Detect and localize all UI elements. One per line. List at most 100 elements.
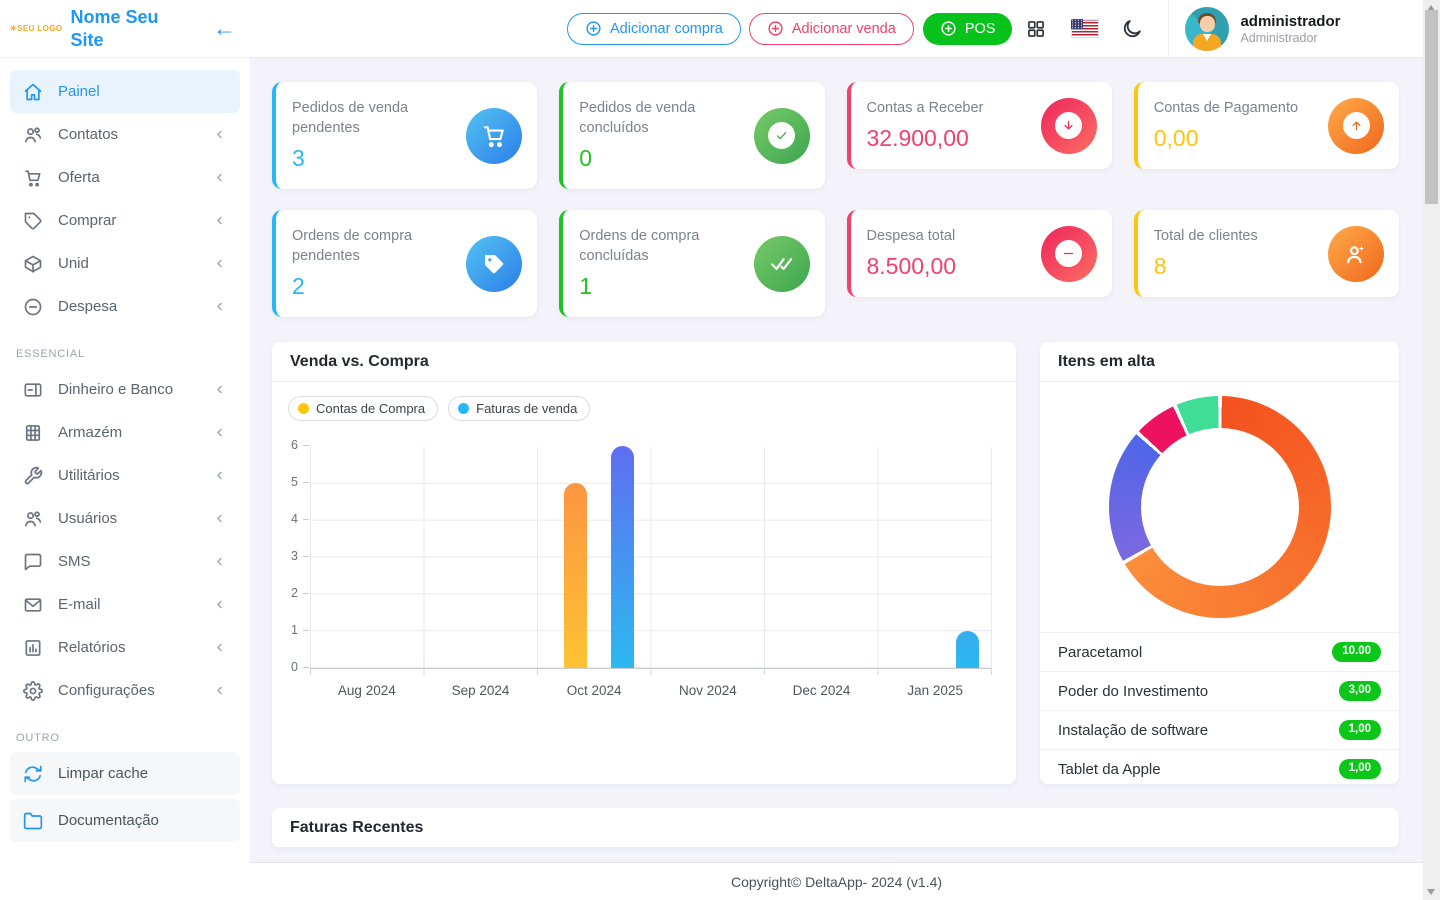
sidebar-item-oferta[interactable]: Oferta — [10, 156, 240, 199]
sidebar-item-label: Contatos — [58, 126, 119, 143]
chevron-left-icon — [212, 170, 227, 185]
bank-icon — [23, 380, 43, 400]
stat-card-value: 8.500,00 — [866, 253, 957, 279]
trending-item-name: Poder do Investimento — [1058, 682, 1209, 700]
x-axis-label: Jan 2025 — [907, 683, 963, 698]
sidebar-item-armaz-m[interactable]: Armazém — [10, 411, 240, 454]
sidebar-item-label: Painel — [58, 83, 100, 100]
sidebar-item-limpar-cache[interactable]: Limpar cache — [10, 752, 240, 795]
sidebar-item-relat-rios[interactable]: Relatórios — [10, 626, 240, 669]
sidebar-item-label: Configurações — [58, 682, 155, 699]
x-axis-ticks — [310, 669, 992, 675]
y-axis-label: 1 — [291, 622, 298, 637]
us-flag-icon[interactable] — [1071, 19, 1100, 38]
users-icon — [23, 509, 43, 529]
trending-item-qty-badge: 1,00 — [1338, 720, 1381, 740]
sidebar-item-e-mail[interactable]: E-mail — [10, 583, 240, 626]
main-content: Pedidos de venda pendentes 3 Pedidos de ve… — [250, 58, 1423, 862]
plus-circle-icon — [768, 21, 783, 36]
add-sale-button[interactable]: Adicionar venda — [748, 12, 914, 45]
sidebar-item-comprar[interactable]: Comprar — [10, 199, 240, 242]
sidebar-item-label: SMS — [58, 553, 91, 570]
y-axis-label: 5 — [291, 474, 298, 489]
bar-faturas-de-venda — [611, 446, 634, 668]
sidebar-item-label: E-mail — [58, 596, 101, 613]
x-axis-label: Nov 2024 — [678, 683, 737, 698]
scrollbar-thumb[interactable] — [1425, 10, 1438, 204]
user-menu[interactable]: administrador Administrador — [1168, 0, 1360, 58]
grid-apps-icon[interactable] — [1026, 19, 1046, 39]
clients-badge-icon — [1328, 225, 1384, 282]
stat-card-value: 8 — [1153, 253, 1167, 279]
pos-button[interactable]: POS — [922, 12, 1013, 45]
footer: Copyright© DeltaApp- 2024 (v1.4) — [250, 862, 1423, 900]
plus-circle-icon — [586, 21, 601, 36]
trending-title: Itens em alta — [1040, 342, 1399, 382]
y-axis-label: 4 — [291, 511, 298, 526]
y-axis-label: 2 — [291, 585, 298, 600]
stat-card-title: Contas de Pagamento — [1153, 100, 1299, 116]
dark-mode-moon-icon[interactable] — [1121, 18, 1143, 40]
sidebar-item-label: Comprar — [58, 212, 117, 229]
minus-circle-icon — [23, 297, 43, 317]
legend-item[interactable]: Contas de Compra — [288, 396, 439, 421]
scroll-down-arrow-icon[interactable] — [1427, 889, 1435, 895]
chevron-left-icon — [212, 554, 227, 569]
sidebar-item-sms[interactable]: SMS — [10, 540, 240, 583]
sidebar-logo-row: ✳SEU LOGO Nome Seu Site ← — [0, 0, 250, 58]
chevron-left-icon — [212, 299, 227, 314]
sidebar-item-label: Utilitários — [58, 467, 120, 484]
chat-icon — [23, 552, 43, 572]
vertical-scrollbar[interactable] — [1423, 0, 1440, 900]
flag-canton — [1071, 19, 1084, 29]
report-icon — [23, 638, 43, 658]
sidebar-item-documenta-o[interactable]: Documentação — [10, 799, 240, 842]
logo-badge: ✳SEU LOGO — [10, 24, 63, 33]
stat-card: Contas de Pagamento 0,00 — [1133, 82, 1399, 169]
sidebar-item-unid[interactable]: Unid — [10, 242, 240, 285]
sidebar-item-usu-rios[interactable]: Usuários — [10, 497, 240, 540]
sidebar-item-label: Documentação — [58, 812, 159, 829]
trending-item: Poder do Investimento 3,00 — [1040, 671, 1399, 710]
sidebar-item-despesa[interactable]: Despesa — [10, 285, 240, 328]
add-purchase-button[interactable]: Adicionar compra — [567, 12, 741, 45]
cart-badge-icon — [466, 107, 523, 164]
stat-card: Pedidos de venda concluídos 0 — [559, 82, 825, 189]
scroll-up-arrow-icon[interactable] — [1427, 5, 1435, 11]
stat-card-value: 2 — [292, 273, 305, 299]
sidebar-item-utilit-rios[interactable]: Utilitários — [10, 454, 240, 497]
trending-list: Paracetamol 10.00 Poder do Investimento 3,0… — [1040, 632, 1399, 788]
gear-icon — [23, 680, 43, 701]
sidebar-collapse-arrow-icon[interactable]: ← — [213, 15, 236, 41]
site-name: Nome Seu Site — [70, 7, 159, 50]
sidebar-item-contatos[interactable]: Contatos — [10, 113, 240, 156]
stat-card-title: Despesa total — [866, 228, 956, 244]
sales-vs-purchase-panel: Venda vs. Compra Contas de Compra Faturas… — [272, 342, 1016, 784]
donut-chart — [1108, 396, 1331, 618]
trending-item-qty-badge: 3,00 — [1338, 681, 1381, 701]
sidebar: ✳SEU LOGO Nome Seu Site ← Painel Contatos… — [0, 0, 250, 900]
x-axis-label: Sep 2024 — [451, 683, 510, 698]
chevron-left-icon — [212, 425, 227, 440]
y-axis-label: 0 — [291, 659, 298, 674]
check-circle-badge-icon — [753, 107, 810, 164]
user-role: Administrador — [1240, 31, 1318, 46]
stat-card-value: 1 — [579, 273, 593, 299]
contacts-icon — [23, 125, 43, 145]
stat-card-value: 0 — [579, 145, 593, 171]
sidebar-item-configura-es[interactable]: Configurações — [10, 669, 240, 712]
x-axis-label: Aug 2024 — [337, 683, 396, 698]
chevron-left-icon — [212, 511, 227, 526]
refresh-icon — [23, 764, 43, 784]
double-check-badge-icon — [753, 235, 810, 292]
chevron-left-icon — [212, 640, 227, 655]
x-axis-label: Dec 2024 — [792, 683, 851, 698]
legend-item[interactable]: Faturas de venda — [448, 396, 591, 421]
folder-icon — [23, 811, 43, 831]
stat-card-title: Ordens de compra pendentes — [292, 228, 413, 264]
tag-icon — [23, 211, 43, 231]
chevron-left-icon — [212, 597, 227, 612]
minus-badge-icon — [1040, 225, 1097, 282]
sidebar-item-painel[interactable]: Painel — [10, 70, 240, 113]
sidebar-item-dinheiro-e-banco[interactable]: Dinheiro e Banco — [10, 368, 240, 411]
